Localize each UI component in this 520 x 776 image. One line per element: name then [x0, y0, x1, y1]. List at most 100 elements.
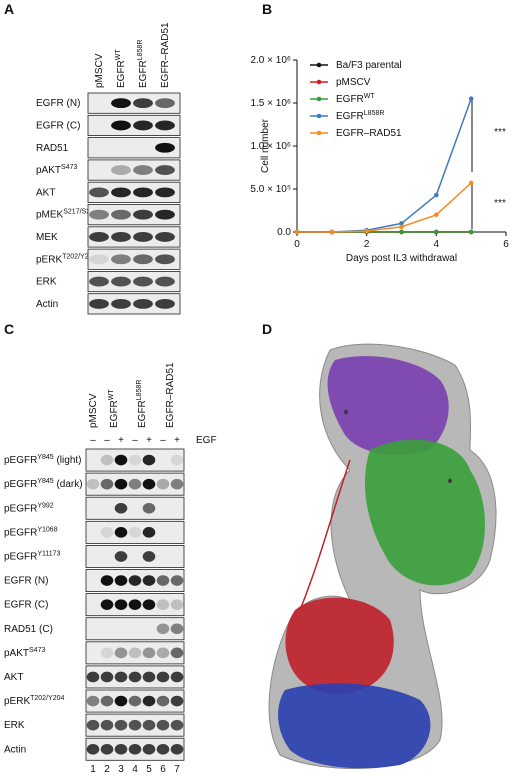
band [170, 478, 184, 490]
label-superscript: S473 [29, 647, 45, 654]
y-tick-label: 0.0 [277, 227, 291, 238]
band [142, 695, 156, 707]
label-superscript: L858R [137, 40, 144, 61]
band [156, 575, 170, 586]
lane-number: 4 [132, 764, 138, 775]
protein-structure: * * [268, 343, 497, 770]
data-point [468, 229, 474, 235]
label-text: RAD51 (C) [4, 624, 53, 635]
band [155, 98, 175, 109]
y-axis-label: Cell number [260, 118, 271, 173]
lane-number: 7 [174, 764, 180, 775]
band [128, 478, 142, 490]
treatment-sign: + [174, 435, 180, 446]
label-text: pMEK [36, 210, 64, 221]
band [89, 254, 109, 265]
row-label: pEGFRY11173 [4, 550, 61, 562]
label-superscript: WT [108, 389, 115, 401]
band [111, 120, 131, 131]
band [114, 527, 128, 538]
row-label: pEGFRY992 [4, 502, 54, 514]
band [128, 454, 142, 466]
band [133, 254, 153, 265]
column-label: EGFRL858R [137, 40, 149, 88]
band [128, 695, 142, 707]
x-tick-label: 0 [294, 239, 300, 250]
treatment-sign: + [146, 435, 152, 446]
label-superscript: S473 [61, 164, 77, 171]
data-point [468, 96, 474, 101]
label-text: pERK [36, 254, 62, 265]
band [111, 187, 131, 198]
label-text: pMSCV [88, 393, 99, 428]
x-tick-label: 6 [503, 239, 509, 250]
legend-text: EGFR–RAD51 [336, 128, 402, 139]
label-text: (light) [54, 455, 82, 466]
label-superscript: Y992 [37, 502, 53, 509]
legend-text: EGFR [336, 94, 364, 105]
label-superscript: T202/Y204 [62, 253, 96, 260]
data-point [364, 228, 369, 234]
y-tick-label: 5.0 × 10⁵ [250, 184, 291, 195]
band [142, 599, 156, 610]
data-point [434, 212, 439, 218]
band [111, 209, 131, 220]
row-label: pEGFRY845 (dark) [4, 478, 83, 490]
band [86, 719, 100, 731]
band [133, 165, 153, 175]
data-point [434, 192, 439, 198]
legend-text: Ba/F3 parental [336, 60, 402, 71]
band [111, 276, 131, 287]
band [128, 599, 142, 610]
lane-number: 2 [104, 764, 110, 775]
legend-marker [316, 130, 322, 136]
row-label: RAD51 (C) [4, 624, 53, 635]
band [114, 647, 128, 659]
label-text: RAD51 [36, 143, 69, 154]
legend-label: EGFRL858R [336, 110, 384, 122]
label-text: pAKT [4, 648, 29, 659]
band [128, 743, 142, 755]
band [100, 575, 114, 586]
band [133, 187, 153, 198]
row-label: AKT [36, 187, 55, 198]
band [156, 719, 170, 731]
band [100, 527, 114, 538]
row-label: Actin [36, 299, 58, 310]
band [100, 719, 114, 731]
band [133, 98, 153, 109]
band [114, 695, 128, 707]
band [128, 647, 142, 659]
band [142, 551, 156, 562]
blot-strip [85, 520, 185, 544]
label-text: pEGFR [4, 527, 37, 538]
band [170, 671, 184, 683]
domain-blue [278, 683, 431, 769]
data-point [468, 180, 474, 186]
band [142, 743, 156, 755]
band [114, 719, 128, 731]
label-superscript: Y11173 [37, 550, 60, 557]
treatment-sign: – [90, 435, 96, 446]
band [111, 254, 131, 265]
label-superscript: WT [115, 49, 122, 61]
band [156, 647, 170, 659]
band [114, 575, 128, 586]
label-text: pEGFR [4, 551, 37, 562]
x-tick-label: 2 [364, 239, 370, 250]
band [114, 599, 128, 610]
band [111, 232, 131, 242]
legend-label: EGFR–RAD51 [336, 128, 402, 139]
column-label: EGFRL858R [136, 380, 148, 428]
linker [299, 459, 351, 611]
band [155, 142, 175, 153]
legend-marker [316, 113, 322, 119]
column-label: EGFRWT [115, 49, 127, 88]
band [156, 671, 170, 683]
band [86, 743, 100, 755]
lane-number: 3 [118, 764, 124, 775]
row-label: AKT [4, 672, 23, 683]
band [142, 671, 156, 683]
label-text: pERK [4, 696, 30, 707]
label-text: pAKT [36, 165, 61, 176]
